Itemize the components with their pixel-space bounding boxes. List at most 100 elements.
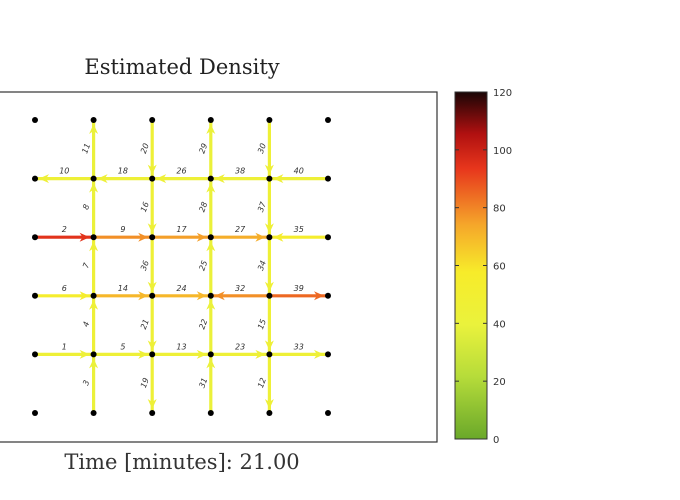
node [32, 351, 38, 358]
link-3 [89, 354, 99, 413]
link-label: 32 [235, 284, 245, 293]
node [149, 351, 156, 358]
link-34 [264, 237, 274, 296]
link-24 [152, 291, 211, 301]
link-1 [35, 349, 94, 359]
node [266, 351, 273, 358]
link-8 [89, 178, 99, 238]
colorbar [454, 91, 488, 440]
link-22 [206, 295, 216, 355]
node [32, 117, 38, 123]
link-label: 29 [197, 142, 209, 155]
link-label: 1 [62, 342, 67, 351]
link-label: 39 [294, 284, 304, 293]
link-13 [152, 349, 211, 359]
link-40 [269, 174, 328, 184]
node [149, 292, 156, 299]
node [32, 410, 38, 416]
link-label: 20 [139, 142, 151, 155]
link-26 [152, 174, 211, 184]
time-label: Time [minutes]: [64, 450, 233, 474]
node [325, 292, 331, 299]
link-label: 33 [294, 342, 304, 351]
link-16 [147, 178, 157, 238]
node [90, 410, 97, 416]
link-label: 17 [176, 225, 187, 234]
link-38 [210, 174, 270, 184]
node [207, 175, 214, 182]
node [32, 175, 38, 182]
link-7 [89, 237, 99, 296]
link-6 [35, 291, 94, 301]
node [207, 234, 214, 241]
node [325, 234, 331, 241]
link-19 [147, 354, 157, 413]
link-4 [89, 295, 99, 355]
link-5 [93, 349, 153, 359]
link-label: 22 [197, 318, 209, 331]
colorbar-tick-label: 80 [493, 204, 506, 215]
link-label: 38 [235, 167, 245, 176]
link-label: 15 [256, 318, 268, 331]
node [325, 410, 331, 416]
node [325, 117, 331, 123]
node [207, 410, 214, 416]
node [149, 175, 156, 182]
node [266, 175, 273, 182]
link-label: 31 [197, 377, 209, 390]
links-layer [35, 120, 328, 413]
link-label: 12 [256, 377, 268, 390]
node [90, 234, 97, 241]
link-15 [264, 295, 274, 355]
node [149, 410, 156, 416]
node [90, 175, 97, 182]
link-32 [210, 291, 270, 301]
link-label: 2 [62, 225, 67, 234]
link-17 [152, 232, 211, 242]
link-label: 3 [81, 379, 91, 387]
link-11 [89, 120, 99, 179]
link-29 [206, 120, 216, 179]
link-27 [210, 232, 270, 242]
colorbar-tick-label: 20 [493, 377, 506, 388]
node [266, 234, 273, 241]
link-label: 35 [294, 225, 304, 234]
link-label: 23 [235, 342, 245, 351]
link-30 [264, 120, 274, 179]
link-label: 13 [176, 342, 186, 351]
link-label: 8 [81, 203, 91, 211]
link-label: 10 [59, 167, 69, 176]
link-labels-layer: 1234567891011141819131724262016362123273… [59, 142, 304, 389]
link-20 [147, 120, 157, 179]
plot-title: Estimated Density [84, 55, 280, 79]
node [207, 292, 214, 299]
link-10 [35, 174, 94, 184]
link-label: 26 [176, 167, 186, 176]
link-label: 28 [197, 201, 209, 214]
node [149, 117, 156, 123]
colorbar-ticks: 0 20 40 60 80 100 120 [455, 88, 512, 446]
time-readout: Time [minutes]: 21.00 [0, 450, 364, 474]
colorbar-tick-label: 0 [493, 435, 499, 446]
node [266, 410, 273, 416]
node [207, 117, 214, 123]
node [207, 351, 214, 358]
link-18 [93, 174, 153, 184]
node [90, 351, 97, 358]
link-label: 36 [139, 259, 151, 272]
link-35 [269, 232, 328, 242]
plot-frame [0, 91, 438, 443]
link-37 [264, 178, 274, 238]
nodes-layer [32, 117, 331, 416]
time-value: 21.00 [239, 450, 300, 474]
link-label: 34 [256, 259, 268, 272]
node [325, 175, 331, 182]
node [32, 234, 38, 241]
link-25 [206, 237, 216, 296]
link-21 [147, 295, 157, 355]
link-9 [93, 232, 153, 242]
link-label: 5 [120, 342, 125, 351]
link-33 [269, 349, 328, 359]
link-label: 25 [197, 259, 209, 272]
node [149, 234, 156, 241]
